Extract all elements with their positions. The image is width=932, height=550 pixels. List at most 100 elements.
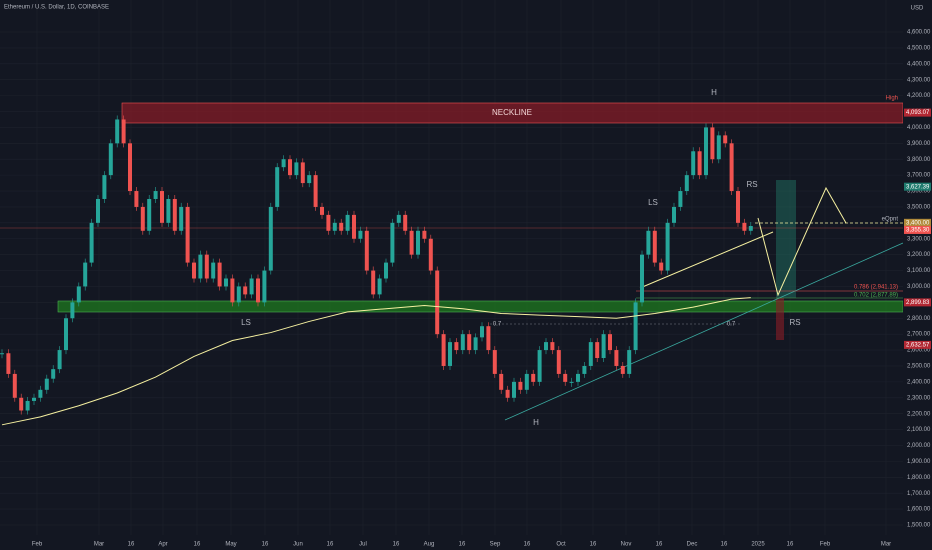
candle (345, 214, 350, 231)
candle (390, 222, 395, 263)
moving-average (1, 297, 751, 426)
candle (121, 119, 126, 144)
price-tag-label: 4,093.07 (906, 110, 930, 116)
candle (236, 286, 241, 303)
candle (505, 389, 510, 398)
candle (70, 302, 75, 319)
candle (38, 389, 43, 398)
price-axis (903, 0, 932, 550)
candle (0, 353, 4, 355)
candle (313, 175, 318, 207)
candle (96, 198, 100, 223)
candle (416, 230, 420, 255)
candle (454, 342, 459, 351)
candle (32, 397, 36, 401)
x-tick-label: Feb (32, 542, 43, 548)
candle (716, 135, 721, 160)
candle (704, 127, 708, 176)
y-tick-label: 2,200.00 (907, 411, 931, 417)
candle (179, 206, 184, 231)
candle (588, 342, 593, 366)
price-tag-label: 2,632.57 (906, 342, 930, 348)
price-tag-label: 2,899.83 (906, 300, 930, 306)
candle (172, 198, 177, 231)
candle (166, 198, 171, 223)
candle (51, 369, 56, 379)
chart-title: Ethereum / U.S. Dollar, 1D, COINBASE (4, 5, 109, 11)
candle (460, 334, 465, 351)
candle (512, 381, 516, 398)
candle (537, 350, 542, 382)
price-tag (904, 218, 931, 227)
candle (672, 206, 676, 223)
x-tick-label: Mar (881, 542, 891, 548)
y-tick-label: 2,700.00 (907, 332, 931, 338)
candle (262, 270, 267, 303)
y-tick-label: 1,500.00 (907, 523, 931, 529)
candle (409, 230, 414, 255)
candle (153, 191, 158, 199)
candle (320, 206, 324, 215)
x-tick-label: Mar (94, 542, 104, 548)
x-tick-label: 16 (656, 542, 663, 548)
candle (486, 326, 491, 351)
candle (89, 222, 94, 263)
y-tick-label: 1,700.00 (907, 491, 931, 497)
price-tag (904, 340, 931, 349)
candle (435, 270, 440, 335)
candle (556, 350, 561, 374)
x-tick-label: 16 (787, 542, 794, 548)
y-tick-label: 3,600.00 (907, 189, 931, 195)
y-tick-label: 3,700.00 (907, 173, 931, 179)
candle (371, 270, 376, 295)
candle (128, 143, 132, 192)
y-tick-label: 3,100.00 (907, 268, 931, 274)
x-tick-label: Jul (359, 542, 367, 548)
x-tick-label: 16 (393, 542, 400, 548)
candle (620, 365, 625, 374)
candle (281, 159, 286, 168)
y-tick-label: 1,800.00 (907, 475, 931, 481)
candle (211, 262, 216, 279)
pattern-label: LS (648, 198, 658, 207)
candle (569, 381, 574, 383)
candle (422, 230, 427, 239)
fib-label: 0.7 (727, 322, 736, 328)
candle (19, 397, 24, 411)
candle (332, 222, 337, 231)
x-tick-label: Sep (490, 542, 501, 548)
candle (288, 159, 292, 176)
candle (595, 342, 600, 359)
candle (576, 373, 580, 382)
candle (678, 191, 683, 207)
candle (550, 342, 555, 351)
candle (646, 230, 651, 255)
price-tag-label: 3,400.00 (906, 220, 930, 226)
price-tag-label: 3,355.30 (906, 228, 930, 234)
candle (192, 262, 196, 279)
y-tick-label: 4,300.00 (907, 77, 931, 83)
candle (742, 222, 747, 231)
y-tick-label: 3,300.00 (907, 236, 931, 242)
target-zone (776, 180, 796, 298)
y-tick-label: 3,800.00 (907, 157, 931, 163)
price-tag (904, 182, 931, 191)
candle (140, 206, 145, 231)
candle (384, 262, 388, 279)
candle (684, 175, 689, 192)
candle (294, 162, 299, 176)
y-tick-label: 2,000.00 (907, 443, 931, 449)
candle (160, 191, 164, 223)
candle (268, 206, 273, 271)
candle (665, 222, 670, 271)
candle (224, 278, 228, 287)
candle (256, 278, 260, 303)
x-tick-label: Feb (820, 542, 831, 548)
candle (76, 286, 81, 303)
y-tick-label: 2,400.00 (907, 379, 931, 385)
candle (339, 222, 344, 231)
candle (627, 350, 632, 374)
candle (102, 175, 107, 199)
candle (147, 198, 152, 231)
